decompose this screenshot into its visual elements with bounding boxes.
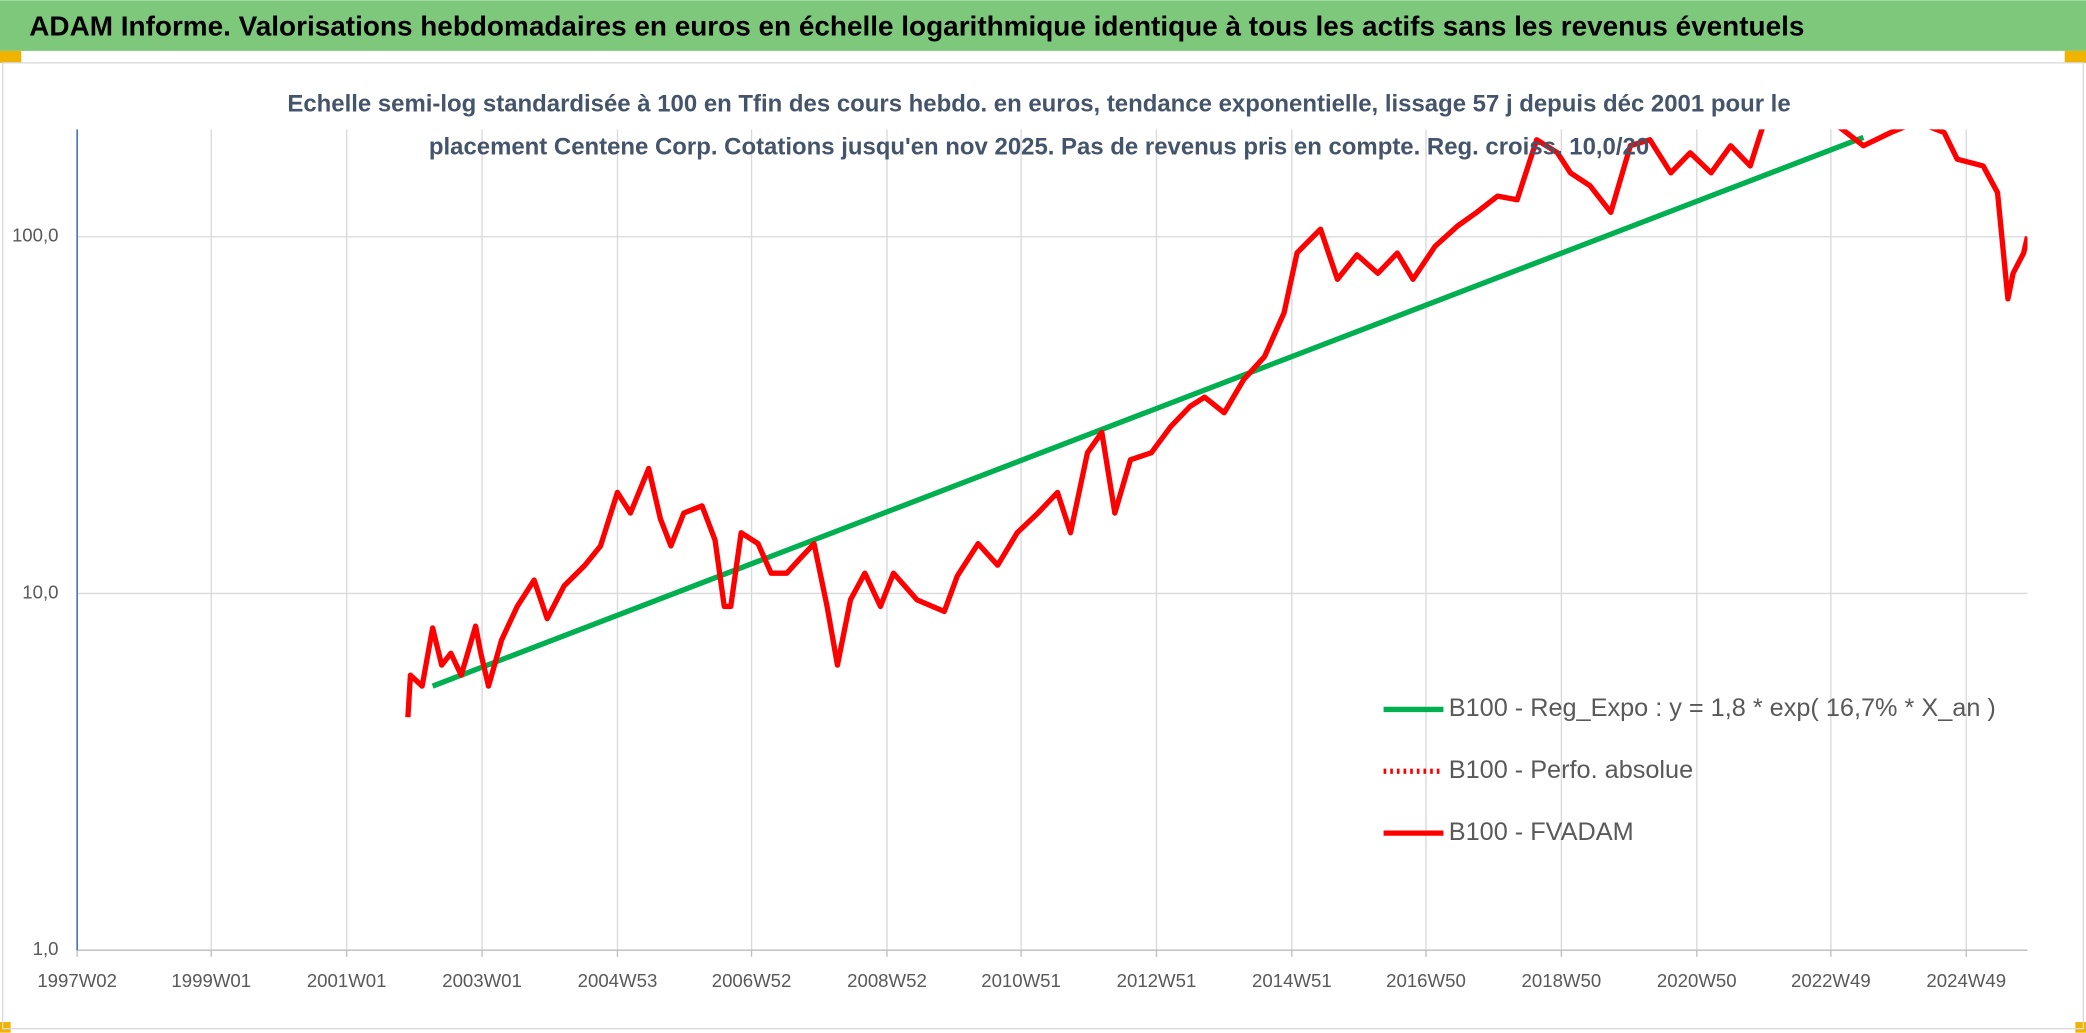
x-tick-label: 2014W51 [1252,970,1332,991]
y-tick-label: 10,0 [22,581,58,602]
chart-frame [1,62,2085,1030]
x-tick-label: 1997W02 [37,970,117,991]
plot-lines [405,129,2028,718]
legend: B100 - Reg_Expo : y = 1,8 * exp( 16,7% *… [1383,694,1996,846]
series-line [405,129,2028,718]
x-tick-label: 2004W53 [578,970,658,991]
x-tick-label: 2012W51 [1117,970,1197,991]
series-line [431,134,1865,689]
chart-title: placement Centene Corp. Cotations jusqu'… [429,133,1649,160]
corner [2064,50,2086,63]
x-tick-label: 2018W50 [1522,970,1602,991]
grid: 1,0 10,0 100,0 1997W02 1999W01 2001W01 2003W01… [12,129,2028,991]
x-tick-label: 1999W01 [171,970,251,991]
corner [2075,1022,2086,1033]
chart-title: Echelle semi-log standardisée à 100 en T… [287,91,1790,118]
legend-label: B100 - Reg_Expo : y = 1,8 * exp( 16,7% *… [1449,694,1996,722]
x-tick-label: 2010W51 [981,970,1061,991]
header-bar [0,0,2086,51]
corner [0,1022,11,1033]
x-tick-label: 2008W52 [847,970,927,991]
x-tick-label: 2003W01 [442,970,522,991]
x-tick-label: 2006W52 [712,970,792,991]
y-tick-label: 100,0 [12,225,59,246]
y-tick-label: 1,0 [33,938,59,959]
legend-label: B100 - Perfo. absolue [1449,756,1693,784]
legend-label: B100 - FVADAM [1449,818,1634,846]
x-tick-label: 2016W50 [1386,970,1466,991]
series-line [405,129,2028,718]
header-title: ADAM Informe. Valorisations hebdomadaire… [29,11,1804,42]
corner [0,50,22,63]
x-tick-label: 2022W49 [1791,970,1871,991]
x-tick-label: 2024W49 [1926,970,2006,991]
x-tick-label: 2020W50 [1657,970,1737,991]
x-tick-label: 2001W01 [307,970,387,991]
